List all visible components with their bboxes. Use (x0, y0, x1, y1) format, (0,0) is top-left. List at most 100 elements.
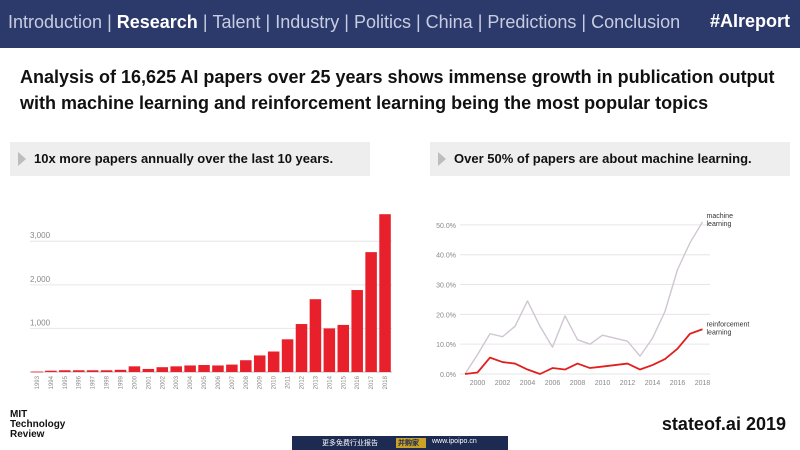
y-tick-label: 2,000 (30, 275, 51, 284)
bar (198, 365, 210, 372)
x-tick-label: 2002 (495, 380, 511, 387)
x-tick-label: 2016 (670, 380, 686, 387)
x-tick-label: 2007 (230, 375, 236, 389)
nav-separator: | (415, 12, 421, 32)
bar (142, 368, 155, 372)
x-tick-label: 2015 (341, 375, 347, 389)
x-tick-label: 2005 (202, 375, 208, 389)
y-tick-label: 1,000 (30, 318, 51, 327)
left-subtitle-bar: 10x more papers annually over the last 1… (10, 142, 370, 176)
bar (351, 290, 363, 372)
bar (226, 364, 238, 372)
x-tick-label: 1997 (91, 375, 97, 389)
x-tick-label: 2006 (216, 375, 222, 389)
nav-separator: | (581, 12, 587, 32)
bar (45, 370, 57, 372)
mit-technology-review-logo: MIT Technology Review (10, 410, 80, 440)
bar (295, 324, 308, 372)
x-tick-label: 1996 (77, 375, 83, 389)
y-tick-label: 50.0% (436, 223, 456, 230)
bar (59, 370, 71, 372)
bar (281, 339, 294, 372)
x-tick-label: 2008 (570, 380, 586, 387)
nav-separator: | (265, 12, 271, 32)
x-tick-label: 2003 (174, 375, 180, 389)
y-tick-label: 20.0% (436, 312, 456, 319)
nav-item-china[interactable]: China (425, 12, 473, 32)
y-tick-label: 10.0% (436, 342, 456, 349)
x-tick-label: 2016 (355, 375, 361, 389)
bar (128, 366, 141, 372)
bar (379, 214, 391, 372)
x-tick-label: 2004 (188, 375, 194, 389)
bar (337, 324, 350, 372)
logo-line: Review (10, 429, 45, 440)
nav-item-talent[interactable]: Talent (212, 12, 261, 32)
nav-item-predictions[interactable]: Predictions (487, 12, 577, 32)
nav-separator: | (344, 12, 349, 32)
series-label: machine (707, 213, 734, 220)
logo-line: Technology (10, 419, 66, 430)
y-tick-label: 0.0% (440, 372, 456, 379)
x-tick-label: 2014 (327, 375, 333, 389)
nav-item-industry[interactable]: Industry (275, 12, 340, 32)
bar (86, 370, 99, 372)
series-label: reinforcement (707, 321, 750, 328)
site-label[interactable]: stateof.ai 2019 (661, 414, 786, 434)
banner-url[interactable]: www.ipoipo.cn (432, 438, 477, 445)
promo-banner[interactable]: 更多免费行业报告 并购家 www.ipoipo.cn (292, 436, 508, 450)
x-tick-label: 2004 (520, 380, 536, 387)
nav-item-conclusion[interactable]: Conclusion (591, 12, 681, 32)
y-tick-label: 30.0% (436, 283, 456, 290)
x-tick-label: 2010 (272, 375, 278, 389)
nav-item-research[interactable]: Research (116, 12, 198, 32)
x-tick-label: 2018 (695, 380, 711, 387)
series-label: learning (707, 221, 732, 228)
x-tick-label: 2000 (470, 380, 486, 387)
nav-item-politics[interactable]: Politics (353, 12, 411, 32)
banner-text: 更多免费行业报告 (322, 440, 378, 447)
bar (170, 366, 182, 372)
bar (323, 328, 336, 372)
nav-item-introduction[interactable]: Introduction (8, 12, 103, 32)
bar (72, 370, 85, 372)
x-tick-label: 1998 (105, 375, 111, 389)
right-subtitle: Over 50% of papers are about machine lea… (454, 151, 752, 166)
bar (240, 360, 252, 372)
x-tick-label: 2012 (620, 380, 636, 387)
left-subtitle: 10x more papers annually over the last 1… (34, 151, 334, 166)
x-tick-label: 2014 (645, 380, 661, 387)
x-tick-label: 2008 (244, 375, 250, 389)
triangle-bullet-icon (18, 152, 26, 166)
x-tick-label: 2000 (132, 375, 138, 389)
x-tick-label: 1994 (49, 375, 55, 389)
hashtag[interactable]: #AIreport (709, 11, 790, 31)
bar (31, 371, 43, 373)
x-tick-label: 2013 (313, 375, 319, 389)
nav-separator: | (107, 12, 112, 32)
triangle-bullet-icon (438, 152, 446, 166)
bar (100, 370, 113, 372)
banner-button[interactable]: 并购家 (398, 440, 419, 447)
x-tick-label: 1999 (119, 375, 125, 389)
x-tick-label: 2018 (383, 375, 389, 389)
papers-bar-chart: 1,000 2,000 3,000 1993 1994 1995 1996 1997 1998 1… (30, 214, 392, 389)
bar (212, 365, 224, 372)
banner-button-bg (396, 438, 426, 448)
x-tick-label: 2010 (595, 380, 611, 387)
bar (184, 365, 196, 372)
x-tick-label: 2002 (160, 375, 166, 389)
bar (114, 369, 127, 372)
right-subtitle-bar: Over 50% of papers are about machine lea… (430, 142, 790, 176)
machine-learning-line (464, 221, 704, 375)
logo-line: MIT (10, 409, 28, 420)
x-tick-label: 2009 (258, 375, 264, 389)
x-tick-label: 2017 (369, 375, 375, 389)
series-label: learning (707, 329, 732, 336)
reinforcement-learning-line (464, 328, 703, 375)
x-tick-label: 2011 (286, 375, 292, 389)
y-tick-label: 40.0% (436, 253, 456, 260)
bar (309, 299, 322, 372)
x-tick-label: 1995 (63, 375, 69, 389)
top-nav-bar: Introduction | Research | Talent | Industry | Po… (0, 0, 800, 48)
